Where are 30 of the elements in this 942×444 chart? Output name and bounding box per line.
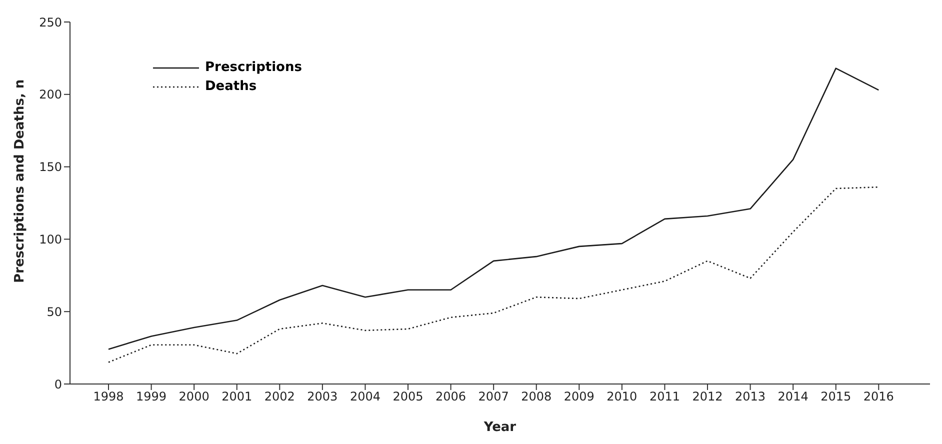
x-tick-label: 1998 — [93, 390, 124, 404]
x-tick-label: 2013 — [735, 390, 766, 404]
y-axis-title: Prescriptions and Deaths, n — [12, 79, 28, 283]
x-tick-label: 2011 — [649, 390, 680, 404]
x-tick-label: 2001 — [222, 390, 252, 404]
x-tick-label: 2005 — [392, 390, 424, 404]
x-axis-title: Year — [482, 420, 517, 436]
x-tick-label: 2002 — [264, 390, 295, 404]
x-tick-label: 1999 — [136, 390, 167, 404]
x-tick-label: 2014 — [778, 390, 808, 404]
x-tick-label: 2004 — [350, 390, 380, 404]
x-tick-label: 2016 — [863, 390, 894, 404]
line-series — [108, 186, 880, 363]
y-tick-label: 100 — [39, 232, 62, 246]
y-tick-label: 200 — [39, 88, 62, 102]
legend-label: Deaths — [205, 79, 257, 94]
x-tick-label: 2007 — [478, 390, 509, 404]
legend-label: Prescriptions — [205, 60, 302, 75]
y-tick-label: 150 — [39, 160, 62, 174]
x-tick-label: 2008 — [521, 390, 552, 404]
x-tick-label: 2012 — [692, 390, 723, 404]
x-tick-label: 2009 — [564, 390, 594, 404]
x-tick-label: 2000 — [178, 390, 210, 404]
y-tick-label: 0 — [54, 377, 62, 392]
x-tick-label: 2010 — [606, 390, 638, 404]
x-tick-label: 2003 — [307, 390, 338, 404]
x-tick-label: 2015 — [820, 390, 852, 404]
x-tick-label: 2006 — [436, 390, 466, 404]
y-tick-label: 250 — [39, 15, 62, 30]
y-tick-label: 50 — [46, 304, 62, 319]
